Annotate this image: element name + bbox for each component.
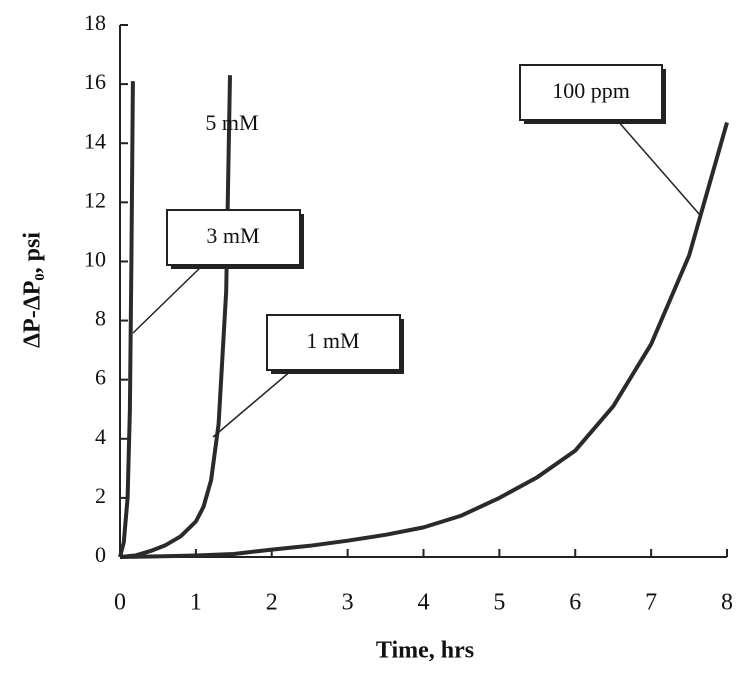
leader-line: [132, 262, 206, 334]
y-axis-label: ΔP-ΔP₀, psi: [20, 232, 46, 348]
y-tick-label: 12: [84, 187, 106, 212]
y-tick-label: 8: [95, 306, 106, 331]
x-tick-label: 7: [645, 590, 657, 616]
y-tick-label: 6: [95, 365, 106, 390]
y-tick-label: 16: [84, 69, 106, 94]
y-tick-label: 0: [95, 542, 106, 567]
leader-line: [616, 119, 701, 216]
x-tick-label: 8: [721, 590, 733, 616]
x-tick-label: 2: [266, 590, 278, 616]
data-line: [119, 121, 729, 559]
x-tick-label: 0: [114, 590, 126, 616]
annotation: 5 mM: [205, 110, 258, 135]
y-tick-label: 18: [84, 10, 106, 35]
x-tick-label: 6: [569, 590, 581, 616]
annotation: 1 mM: [306, 328, 359, 353]
x-tick-label: 5: [493, 590, 505, 616]
leader-line: [212, 369, 293, 438]
x-tick-label: 3: [342, 590, 354, 616]
y-tick-label: 2: [95, 483, 106, 508]
y-tick-label: 10: [84, 246, 106, 271]
data-line: [118, 81, 135, 558]
y-tick-label: 4: [95, 424, 106, 449]
annotation: 3 mM: [206, 223, 259, 248]
annotation-box: [166, 209, 301, 266]
data-line: [119, 75, 232, 559]
y-tick-label: 14: [84, 128, 106, 153]
annotation-box: [519, 64, 663, 121]
annotation: 100 ppm: [552, 78, 630, 103]
x-axis-label: Time, hrs: [376, 638, 474, 664]
annotation-box: [266, 314, 401, 371]
x-tick-label: 1: [190, 590, 202, 616]
x-tick-label: 4: [418, 590, 430, 616]
